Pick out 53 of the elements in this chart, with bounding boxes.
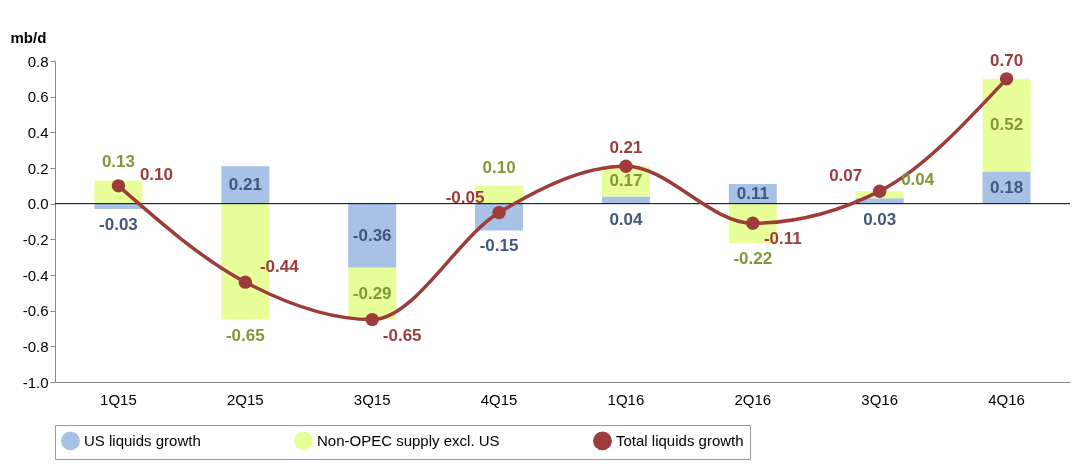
data-label: -0.03 [99, 215, 138, 235]
y-tick-label: -0.8 [22, 337, 49, 355]
y-tick-label: -0.6 [22, 302, 49, 320]
y-tick-label: -0.2 [22, 230, 49, 248]
data-label: -0.15 [479, 236, 519, 256]
legend-label: US liquids growth [84, 431, 201, 449]
data-label: -0.36 [352, 225, 392, 245]
x-tick-label: 4Q15 [480, 390, 518, 408]
data-label: -0.65 [382, 325, 422, 345]
x-tick-label: 2Q15 [226, 390, 264, 408]
y-tick-label: -1.0 [22, 373, 49, 391]
data-label: 0.21 [228, 174, 262, 194]
data-label: 0.52 [990, 115, 1024, 135]
bar [982, 78, 1031, 172]
data-label: 0.10 [139, 164, 173, 184]
legend-label: Non-OPEC supply excl. US [317, 431, 500, 449]
x-tick-label: 3Q16 [861, 390, 899, 408]
data-label: -0.29 [352, 283, 392, 303]
point [238, 275, 253, 289]
point [365, 312, 379, 327]
y-axis-title: mb/d [10, 28, 47, 46]
data-label: -0.65 [225, 325, 265, 345]
data-label: 0.17 [609, 171, 643, 191]
y-tick-label: 0.6 [27, 88, 49, 106]
x-tick-label: 4Q16 [988, 390, 1025, 408]
y-tick-label: -0.4 [22, 266, 49, 284]
data-label: -0.11 [763, 229, 802, 249]
data-label: 0.04 [901, 170, 935, 190]
bar [348, 203, 397, 268]
point [619, 159, 633, 173]
y-tick-label: 0.4 [27, 123, 49, 141]
data-label: 0.07 [829, 166, 863, 186]
x-tick-label: 2Q16 [734, 390, 772, 408]
data-label: -0.44 [259, 257, 300, 277]
y-tick-label: 0.0 [27, 195, 49, 213]
legend-label: Total liquids growth [616, 431, 744, 449]
data-label: 0.70 [990, 50, 1024, 70]
x-tick-label: 3Q15 [353, 390, 391, 408]
data-label: 0.13 [101, 152, 135, 172]
data-label: 0.18 [990, 177, 1024, 197]
y-tick-label: 0.2 [27, 159, 49, 177]
data-label: 0.11 [736, 183, 769, 203]
data-label: 0.04 [609, 209, 644, 229]
y-tick-label: 0.8 [27, 52, 49, 70]
x-tick-label: 1Q15 [100, 390, 137, 408]
data-label: 0.21 [609, 138, 643, 158]
point [872, 184, 887, 198]
data-label: -0.05 [445, 187, 485, 207]
x-tick-label: 1Q16 [607, 390, 645, 408]
data-label: -0.22 [733, 248, 773, 268]
point [999, 72, 1014, 86]
data-label: 0.10 [482, 157, 516, 177]
data-label: 0.03 [863, 209, 897, 229]
